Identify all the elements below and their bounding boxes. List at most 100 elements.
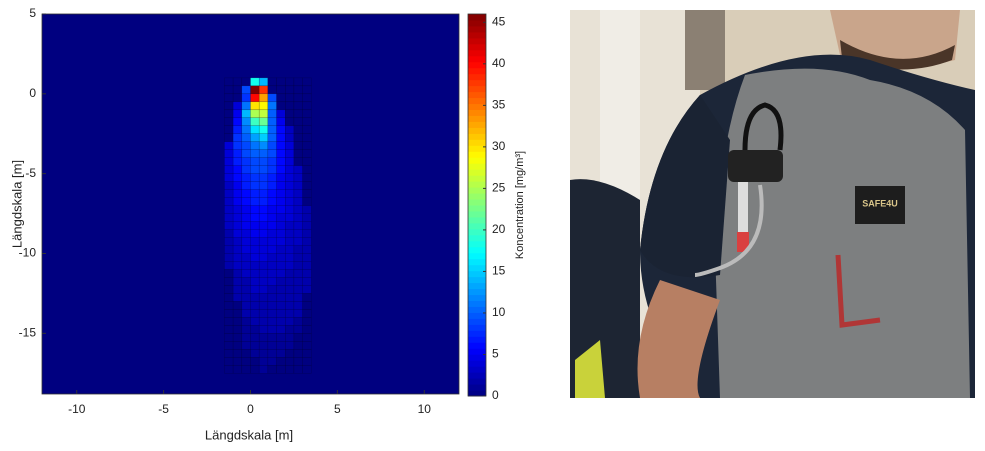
- cell: [293, 85, 303, 95]
- colorbar-strip: [468, 85, 486, 93]
- cell: [267, 341, 277, 350]
- x-tick-label: 5: [334, 402, 341, 416]
- cell: [293, 181, 303, 190]
- x-tick-label: 10: [418, 402, 432, 416]
- cell: [276, 141, 286, 150]
- cell: [258, 277, 269, 286]
- cell: [241, 157, 251, 166]
- cell: [241, 253, 251, 262]
- cell: [232, 85, 243, 95]
- cell: [258, 133, 269, 142]
- cell: [250, 325, 260, 334]
- cell: [276, 205, 286, 214]
- badge-label: SAFE4U: [862, 198, 898, 208]
- cell: [224, 357, 234, 366]
- cell: [224, 109, 234, 119]
- colorbar-tick-label: 0: [492, 388, 499, 402]
- cell: [250, 229, 260, 238]
- cell: [241, 277, 251, 286]
- cell: [241, 357, 251, 366]
- cell: [285, 269, 295, 278]
- cell: [224, 77, 234, 87]
- arm: [637, 280, 720, 398]
- colorbar-strip: [468, 19, 486, 27]
- cell: [276, 333, 286, 342]
- colorbar-strip: [468, 121, 486, 128]
- cell: [267, 189, 277, 198]
- cell: [276, 261, 286, 270]
- cell: [250, 197, 260, 206]
- cell: [224, 189, 234, 198]
- colorbar-strip: [468, 145, 486, 152]
- colorbar-strip: [468, 228, 486, 236]
- vest: [715, 68, 970, 399]
- cell: [276, 77, 286, 87]
- cell: [241, 101, 251, 111]
- cell: [302, 85, 312, 95]
- cell: [302, 269, 312, 278]
- cell: [276, 133, 286, 142]
- cell: [250, 285, 260, 294]
- cell: [258, 237, 269, 246]
- cell: [250, 205, 260, 214]
- cell: [232, 165, 243, 174]
- colorbar-strip: [468, 384, 486, 391]
- cell: [302, 109, 312, 119]
- cell: [267, 349, 277, 358]
- cell: [276, 85, 286, 95]
- cell: [267, 93, 277, 103]
- cell: [250, 253, 260, 262]
- cell: [293, 165, 303, 174]
- colorbar-strip: [468, 103, 486, 110]
- cell: [258, 309, 269, 318]
- person-background: [570, 179, 640, 398]
- cell: [293, 253, 303, 262]
- colorbar-strip: [468, 288, 486, 296]
- cell: [293, 333, 303, 342]
- cell: [250, 237, 260, 246]
- cell: [276, 157, 286, 166]
- cell: [302, 285, 312, 294]
- cell: [276, 197, 286, 206]
- cell: [241, 109, 251, 119]
- cell: [293, 309, 303, 318]
- cell: [285, 285, 295, 294]
- cell: [267, 157, 277, 166]
- cell: [293, 261, 303, 270]
- cell: [293, 349, 303, 358]
- cell: [241, 269, 251, 278]
- colorbar-strip: [468, 390, 486, 397]
- vest-stripe: [575, 340, 605, 398]
- colorbar-strip: [468, 163, 486, 170]
- cell: [267, 285, 277, 294]
- cell: [258, 293, 269, 302]
- cell: [250, 349, 260, 358]
- cell: [267, 133, 277, 142]
- cell: [302, 197, 312, 206]
- cell: [258, 301, 269, 310]
- cell: [276, 301, 286, 310]
- cell: [293, 101, 303, 111]
- cell: [258, 261, 269, 270]
- colorbar-strip: [468, 193, 486, 200]
- red-letter: [835, 254, 881, 328]
- cell: [258, 269, 269, 278]
- cell: [232, 277, 243, 286]
- colorbar-strip: [468, 318, 486, 325]
- cell: [241, 333, 251, 342]
- cell: [302, 229, 312, 238]
- colorbar-label: Koncentration [mg/m³]: [514, 151, 526, 259]
- colorbar-tick-label: 25: [492, 181, 506, 195]
- cell: [293, 269, 303, 278]
- cell: [258, 229, 269, 238]
- cell: [267, 173, 277, 182]
- cell: [302, 245, 312, 254]
- cell: [276, 285, 286, 294]
- cell: [250, 277, 260, 286]
- cell: [293, 93, 303, 103]
- cell: [285, 93, 295, 103]
- cell: [276, 269, 286, 278]
- cell: [258, 93, 269, 103]
- cell: [267, 309, 277, 318]
- cell: [232, 309, 243, 318]
